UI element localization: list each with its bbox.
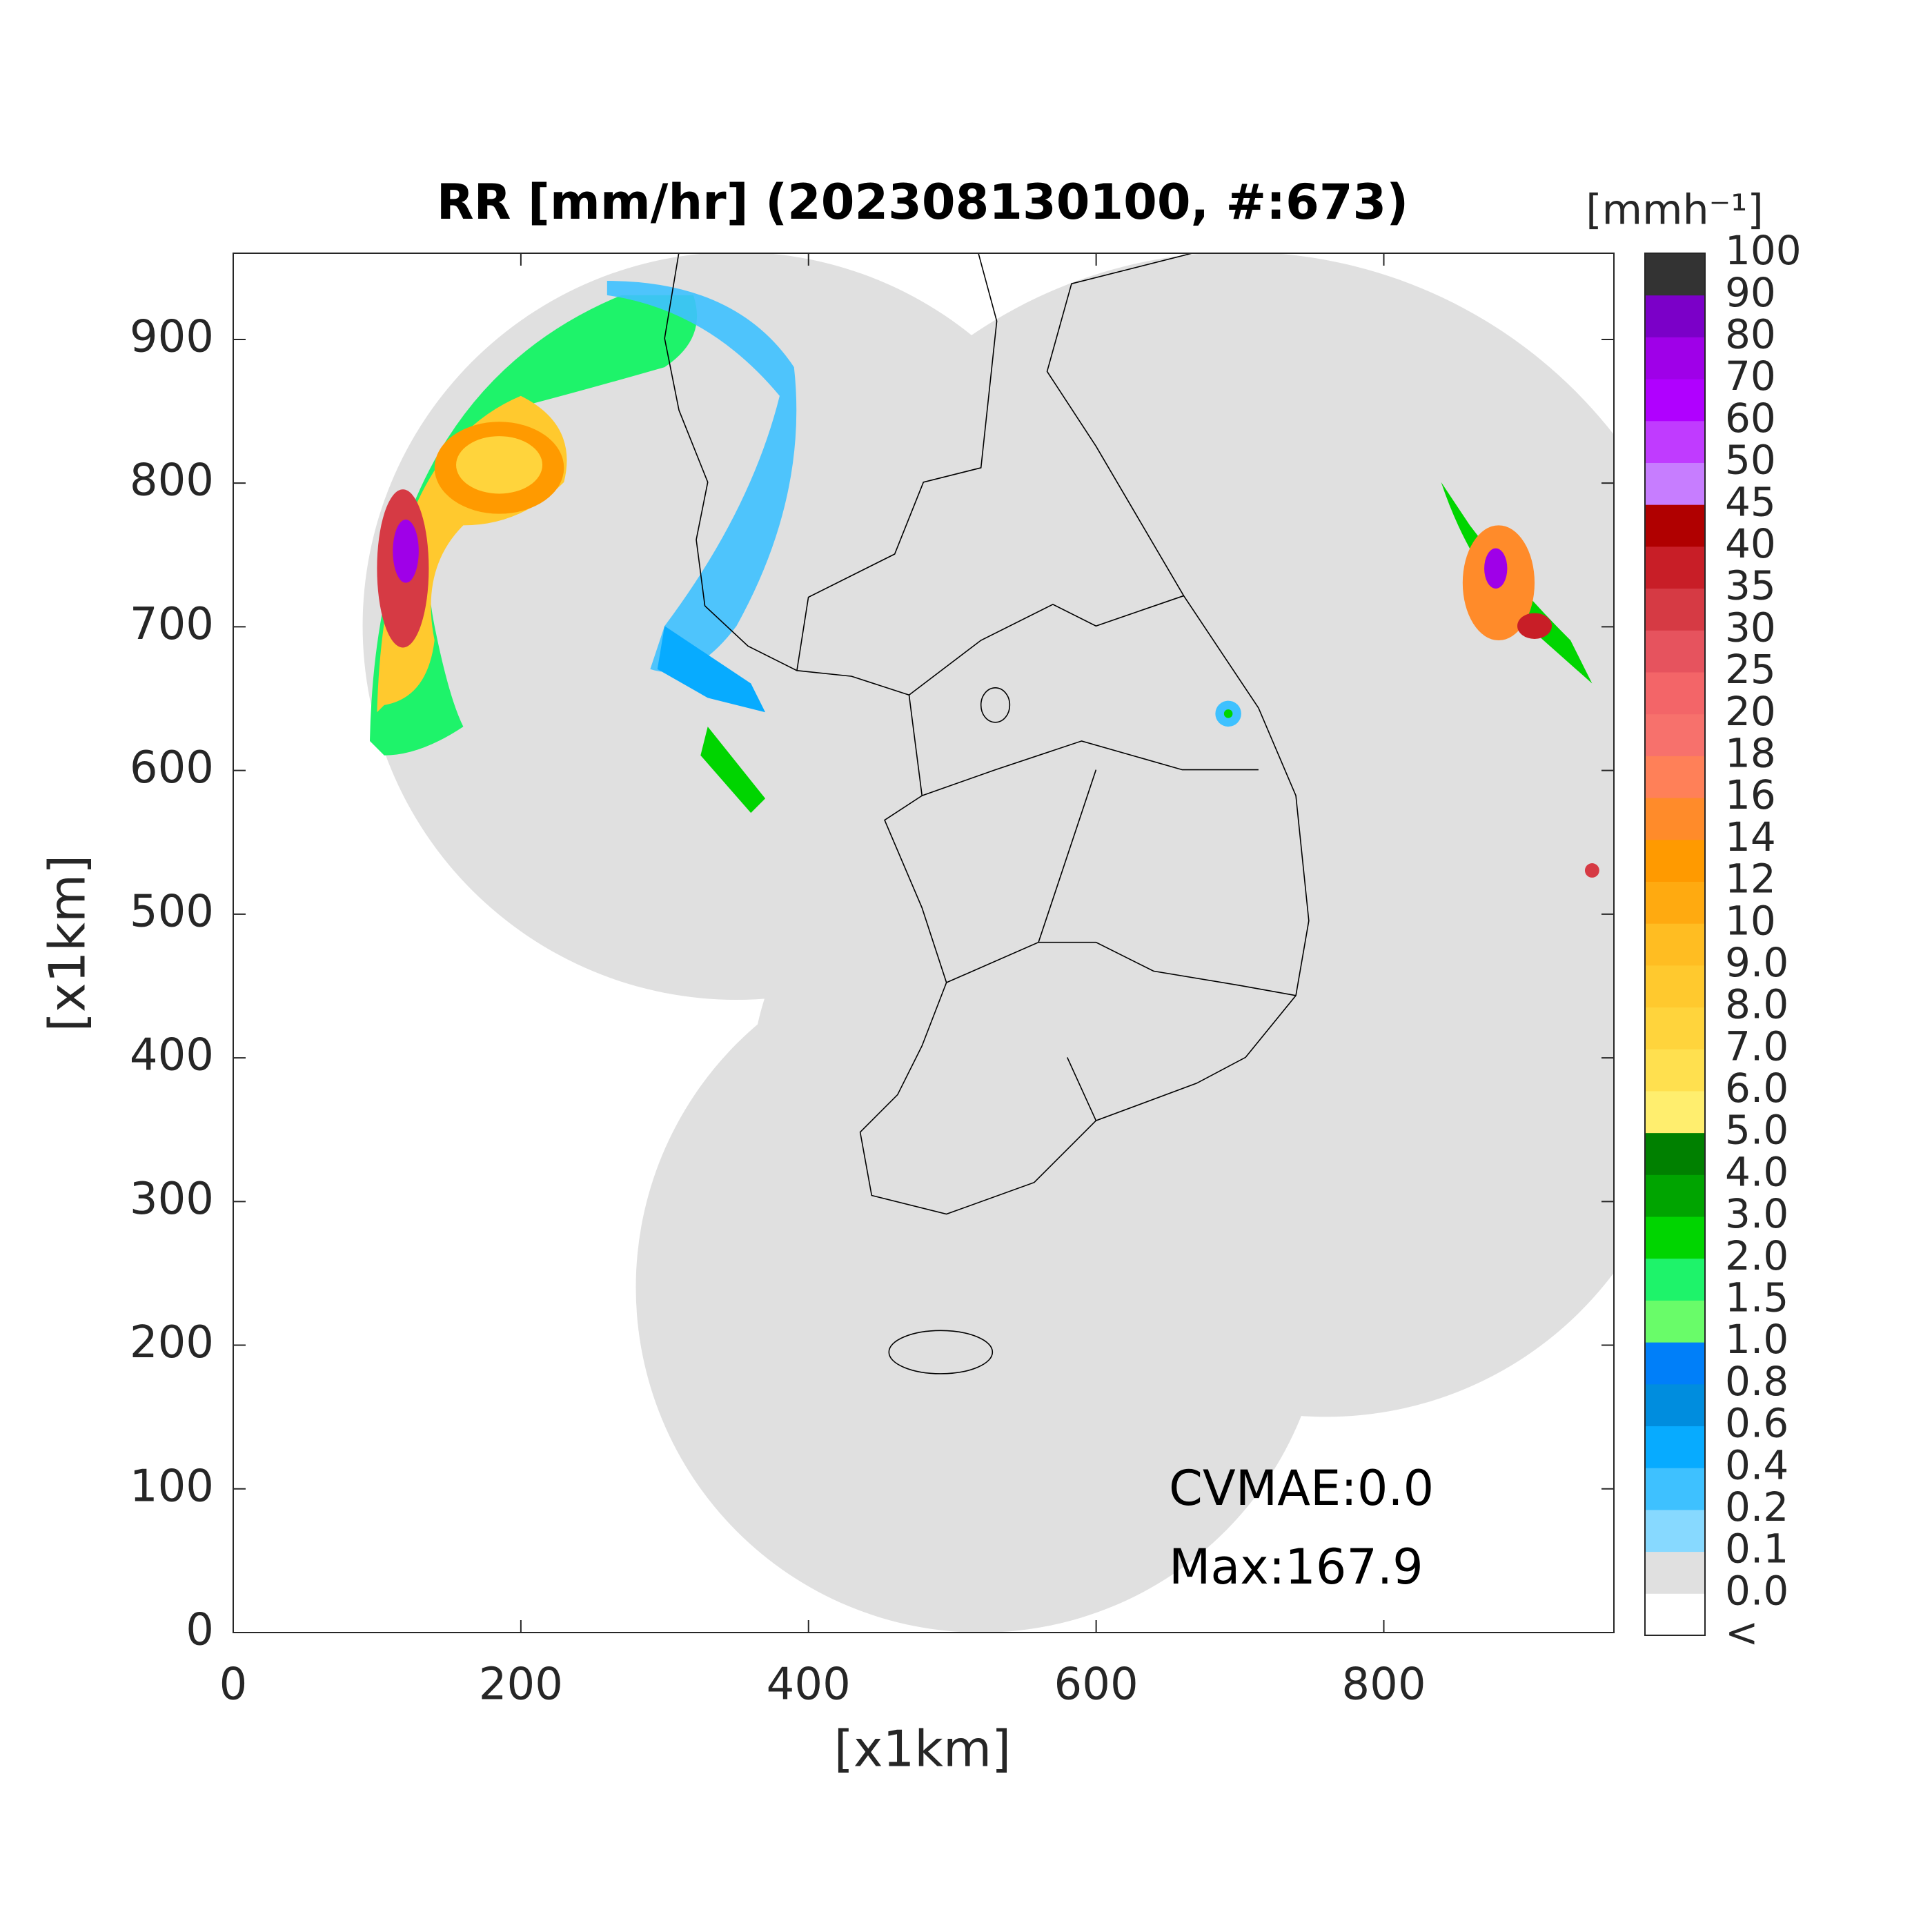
colorbar-label: 70 — [1725, 353, 1776, 400]
colorbar-segment — [1645, 1049, 1705, 1092]
colorbar-label: 8.0 — [1725, 981, 1788, 1028]
colorbar-unit: [mmh⁻¹] — [1586, 186, 1763, 235]
y-tick-label: 900 — [130, 312, 214, 363]
colorbar-label: 0.2 — [1725, 1483, 1788, 1530]
colorbar-segment — [1645, 379, 1705, 422]
colorbar-label: 80 — [1725, 311, 1776, 358]
colorbar-label: 2.0 — [1725, 1232, 1788, 1279]
colorbar-segment — [1645, 1426, 1705, 1468]
colorbar-label: 100 — [1725, 227, 1802, 274]
colorbar-label: 0.4 — [1725, 1441, 1788, 1488]
colorbar-label: 90 — [1725, 269, 1776, 316]
colorbar-segment — [1645, 253, 1705, 296]
colorbar-segment — [1645, 965, 1705, 1008]
colorbar-segment — [1645, 756, 1705, 798]
x-axis-label: [x1km] — [834, 1720, 1011, 1778]
x-tick-label: 0 — [219, 1659, 248, 1711]
colorbar-label: 14 — [1725, 814, 1776, 860]
map — [362, 252, 1614, 1633]
colorbar-segment — [1645, 630, 1705, 673]
y-tick-label: 800 — [130, 455, 214, 506]
y-tick-label: 700 — [130, 599, 214, 650]
colorbar-label: 6.0 — [1725, 1065, 1788, 1112]
annotation: CVMAE:0.0 — [1169, 1460, 1434, 1517]
y-tick-label: 100 — [130, 1461, 214, 1512]
plot-frame — [233, 253, 1615, 1633]
colorbar-segment — [1645, 546, 1705, 589]
x-tick-label: 600 — [1054, 1659, 1138, 1711]
colorbar-segment — [1645, 1468, 1705, 1510]
x-tick-label: 800 — [1341, 1659, 1426, 1711]
colorbar-segment — [1645, 798, 1705, 840]
colorbar-segment — [1645, 1300, 1705, 1343]
colorbar-label: 12 — [1725, 856, 1776, 903]
colorbar-label: 60 — [1725, 395, 1776, 442]
colorbar-segment — [1645, 462, 1705, 505]
colorbar-segment — [1645, 588, 1705, 631]
y-tick-label: 200 — [130, 1317, 214, 1368]
colorbar-label: 0.6 — [1725, 1400, 1788, 1447]
colorbar-segment — [1645, 1174, 1705, 1217]
colorbar-label: 50 — [1725, 437, 1776, 484]
y-tick-label: 600 — [130, 742, 214, 793]
colorbar-label: 16 — [1725, 771, 1776, 818]
colorbar-label: 4.0 — [1725, 1148, 1788, 1195]
colorbar-label: 0.0 — [1725, 1567, 1788, 1614]
colorbar-label: 10 — [1725, 897, 1776, 944]
colorbar-segment — [1645, 1090, 1705, 1134]
colorbar-segment — [1645, 839, 1705, 882]
colorbar-label: 30 — [1725, 604, 1776, 651]
colorbar-label: 40 — [1725, 520, 1776, 567]
colorbar-label: 7.0 — [1725, 1023, 1788, 1070]
colorbar-label: 0.1 — [1725, 1526, 1788, 1573]
colorbar-segment — [1645, 420, 1705, 463]
y-tick-label: 0 — [186, 1605, 214, 1656]
colorbar-segment — [1645, 1132, 1705, 1175]
precipitation — [369, 281, 1599, 878]
y-tick-label: 400 — [130, 1030, 214, 1081]
colorbar-segment — [1645, 1509, 1705, 1552]
colorbar-label: 25 — [1725, 646, 1776, 693]
colorbar-segment — [1645, 713, 1705, 756]
colorbar-label: 5.0 — [1725, 1107, 1788, 1154]
colorbar-segment — [1645, 881, 1705, 924]
colorbar-label: 1.0 — [1725, 1316, 1788, 1363]
colorbar-label: 0.8 — [1725, 1358, 1788, 1405]
coastline — [664, 252, 1309, 1374]
colorbar-segment — [1645, 1258, 1705, 1301]
y-tick-label: 500 — [130, 886, 214, 937]
map-layer — [362, 252, 1614, 1633]
colorbar-label: 45 — [1725, 478, 1776, 525]
colorbar-label: 9.0 — [1725, 939, 1788, 986]
colorbar-segment — [1645, 1216, 1705, 1259]
colorbar-segment — [1645, 1593, 1705, 1636]
chart-title: RR [mm/hr] (202308130100, #:673) — [437, 174, 1409, 230]
x-tick-label: 400 — [767, 1659, 851, 1711]
x-tick-label: 200 — [479, 1659, 563, 1711]
colorbar-frame — [1644, 253, 1706, 1636]
colorbar-segment — [1645, 1007, 1705, 1049]
colorbar-label: 18 — [1725, 729, 1776, 776]
y-tick-label: 300 — [130, 1174, 214, 1225]
colorbar-label: 3.0 — [1725, 1190, 1788, 1237]
colorbar-segment — [1645, 923, 1705, 966]
colorbar-label: 20 — [1725, 688, 1776, 735]
colorbar-segment — [1645, 504, 1705, 547]
colorbar-segment — [1645, 1383, 1705, 1427]
colorbar-segment — [1645, 671, 1705, 715]
colorbar-label: 35 — [1725, 562, 1776, 609]
colorbar-label: < — [1725, 1609, 1759, 1656]
colorbar-label: 1.5 — [1725, 1274, 1788, 1321]
y-axis-label: [x1km] — [39, 855, 97, 1032]
radar-coverage — [362, 253, 1614, 1633]
colorbar-segment — [1645, 295, 1705, 337]
colorbar-segment — [1645, 1551, 1705, 1594]
annotation: Max:167.9 — [1169, 1539, 1423, 1595]
colorbar-segment — [1645, 337, 1705, 379]
colorbar-segment — [1645, 1342, 1705, 1385]
